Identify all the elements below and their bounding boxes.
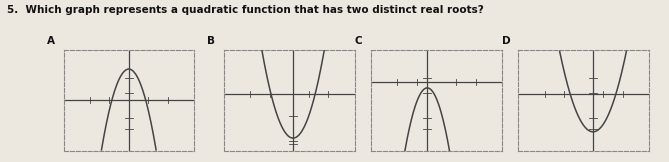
Text: D: D [502,36,510,46]
Text: 5.  Which graph represents a quadratic function that has two distinct real roots: 5. Which graph represents a quadratic fu… [7,5,484,15]
Text: C: C [355,36,362,46]
Text: B: B [207,36,215,46]
Text: A: A [47,36,55,46]
